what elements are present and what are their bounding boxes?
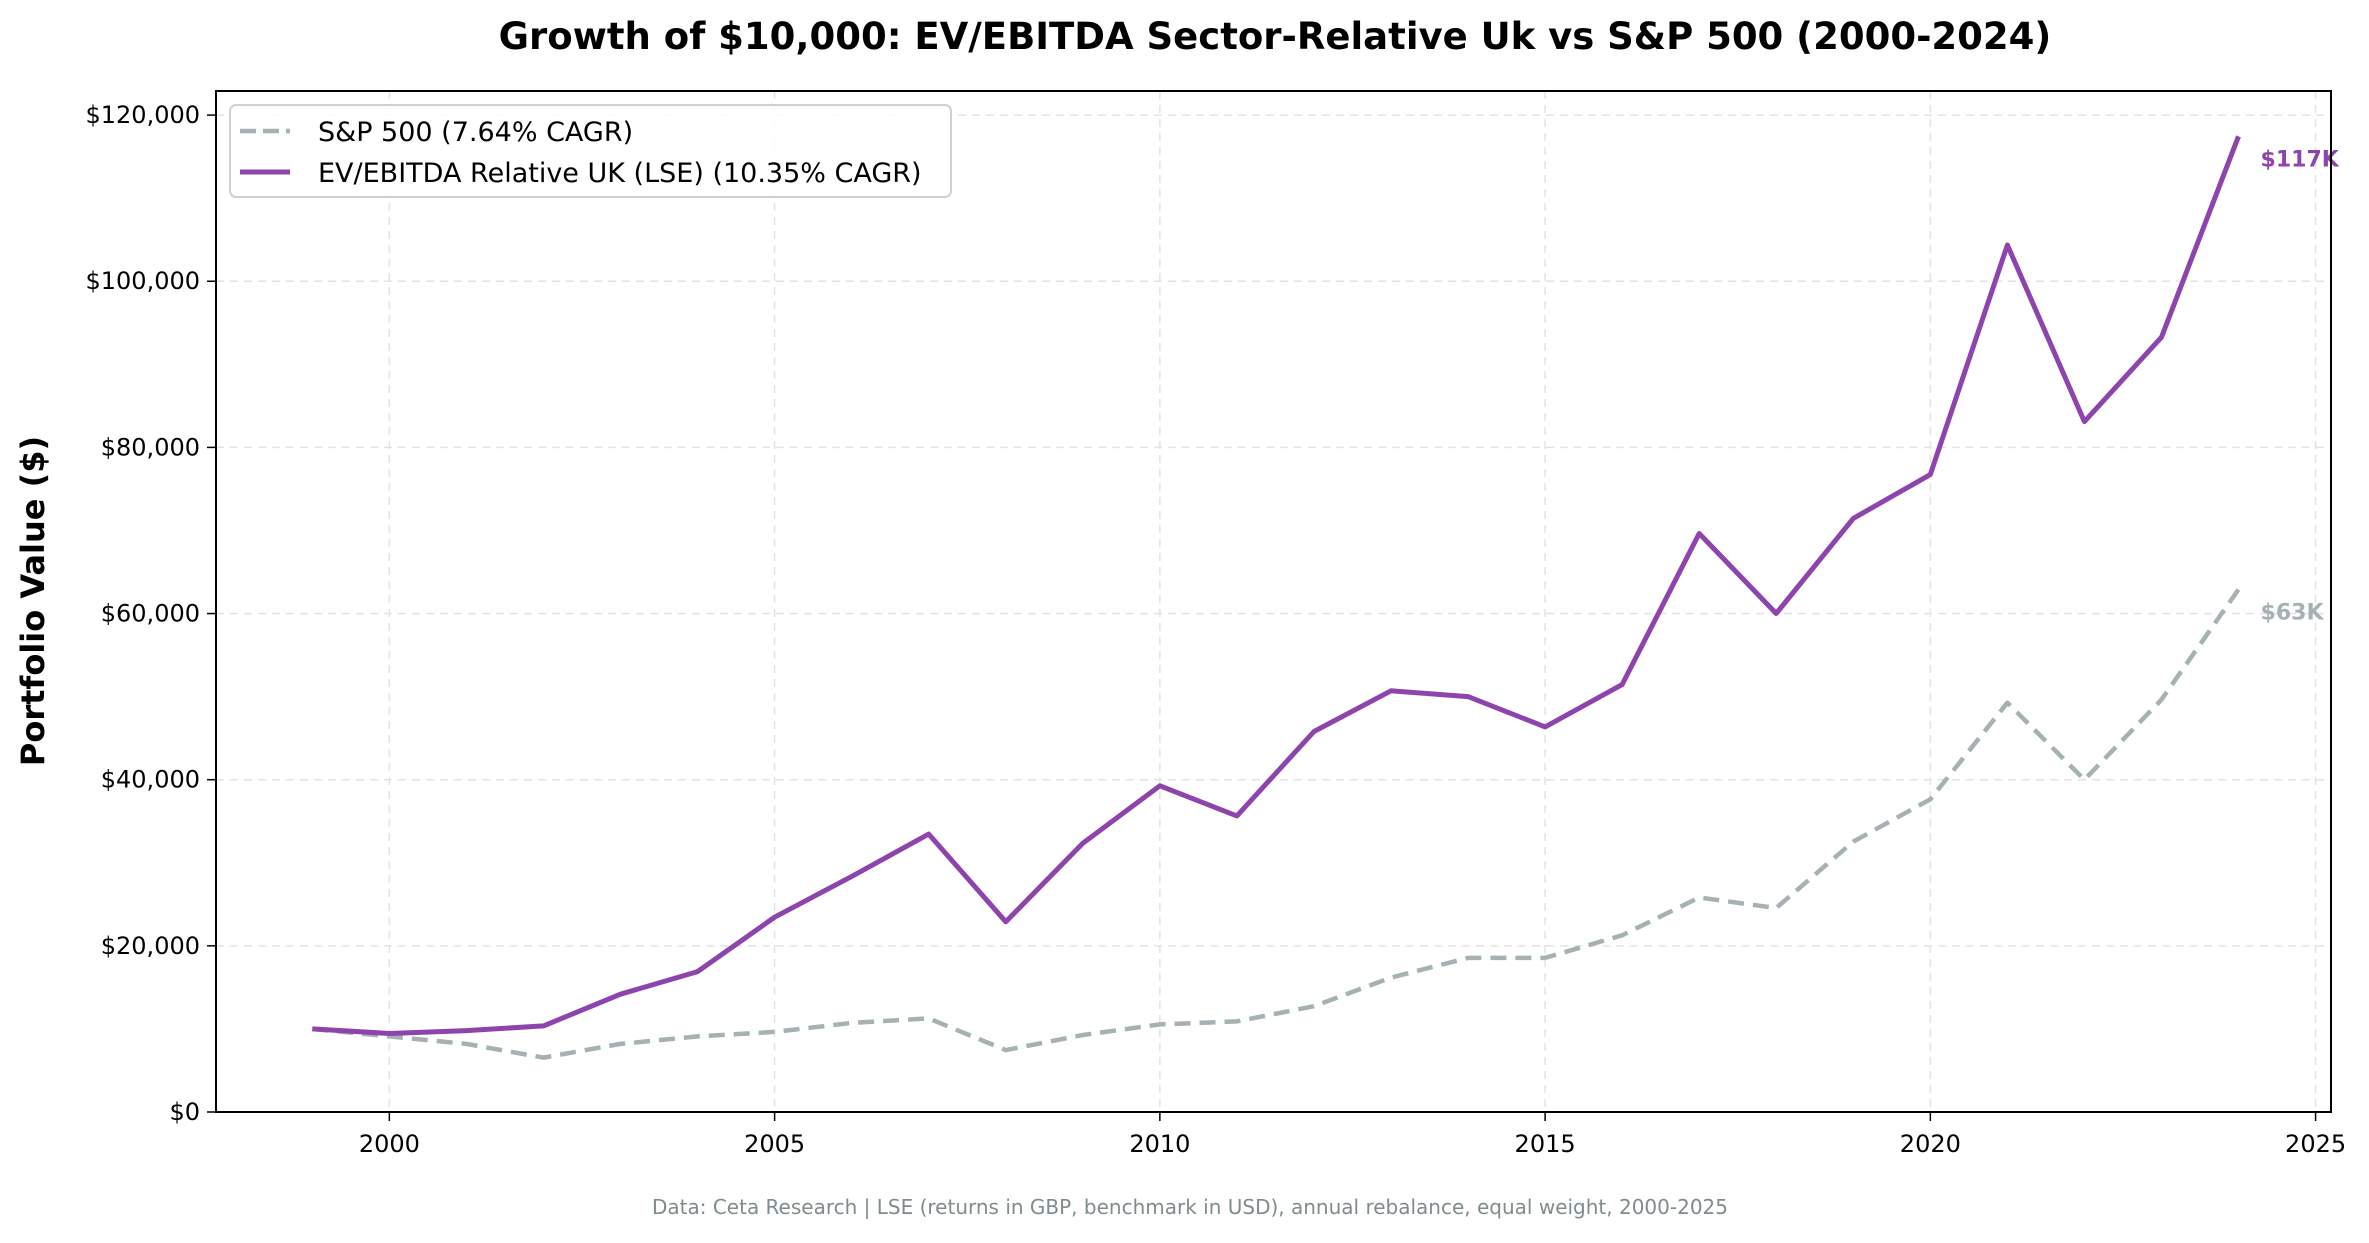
- end-label: $117K: [2261, 147, 2340, 172]
- y-tick-label: $0: [169, 1098, 200, 1126]
- end-label: $63K: [2261, 600, 2325, 625]
- y-tick-label: $100,000: [85, 267, 200, 295]
- x-tick-label: 2000: [359, 1130, 420, 1158]
- legend: S&P 500 (7.64% CAGR) EV/EBITDA Relative …: [229, 104, 952, 198]
- series-line-0: [312, 588, 2241, 1060]
- y-tick-label: $80,000: [101, 433, 200, 461]
- legend-label-sp500: S&P 500 (7.64% CAGR): [318, 117, 633, 148]
- y-tick-label: $60,000: [101, 600, 200, 628]
- legend-frame: [229, 104, 952, 198]
- x-tick-label: 2010: [1129, 1130, 1190, 1158]
- x-tick-label: 2005: [744, 1130, 805, 1158]
- legend-label-strategy: EV/EBITDA Relative UK (LSE) (10.35% CAGR…: [318, 158, 922, 189]
- x-tick-label: 2025: [2285, 1130, 2346, 1158]
- y-tick-label: $20,000: [101, 932, 200, 960]
- ticks: 2000 2005 2010 2015 2020 2025 $0 $20,000 $40,000…: [85, 101, 2346, 1158]
- y-tick-label: $40,000: [101, 766, 200, 794]
- y-tick-label: $120,000: [85, 101, 200, 129]
- x-tick-label: 2015: [1515, 1130, 1576, 1158]
- footnote: Data: Ceta Research | LSE (returns in GB…: [652, 1195, 1728, 1219]
- series-line-1: [312, 135, 2241, 1036]
- series-group: $63K $117K: [312, 135, 2340, 1060]
- plot-frame: [215, 90, 2332, 1113]
- chart-title: Growth of $10,000: EV/EBITDA Sector-Rela…: [499, 15, 2052, 58]
- y-axis-label: Portfolio Value ($): [14, 436, 52, 766]
- x-tick-label: 2020: [1900, 1130, 1961, 1158]
- grid: [216, 91, 2331, 1113]
